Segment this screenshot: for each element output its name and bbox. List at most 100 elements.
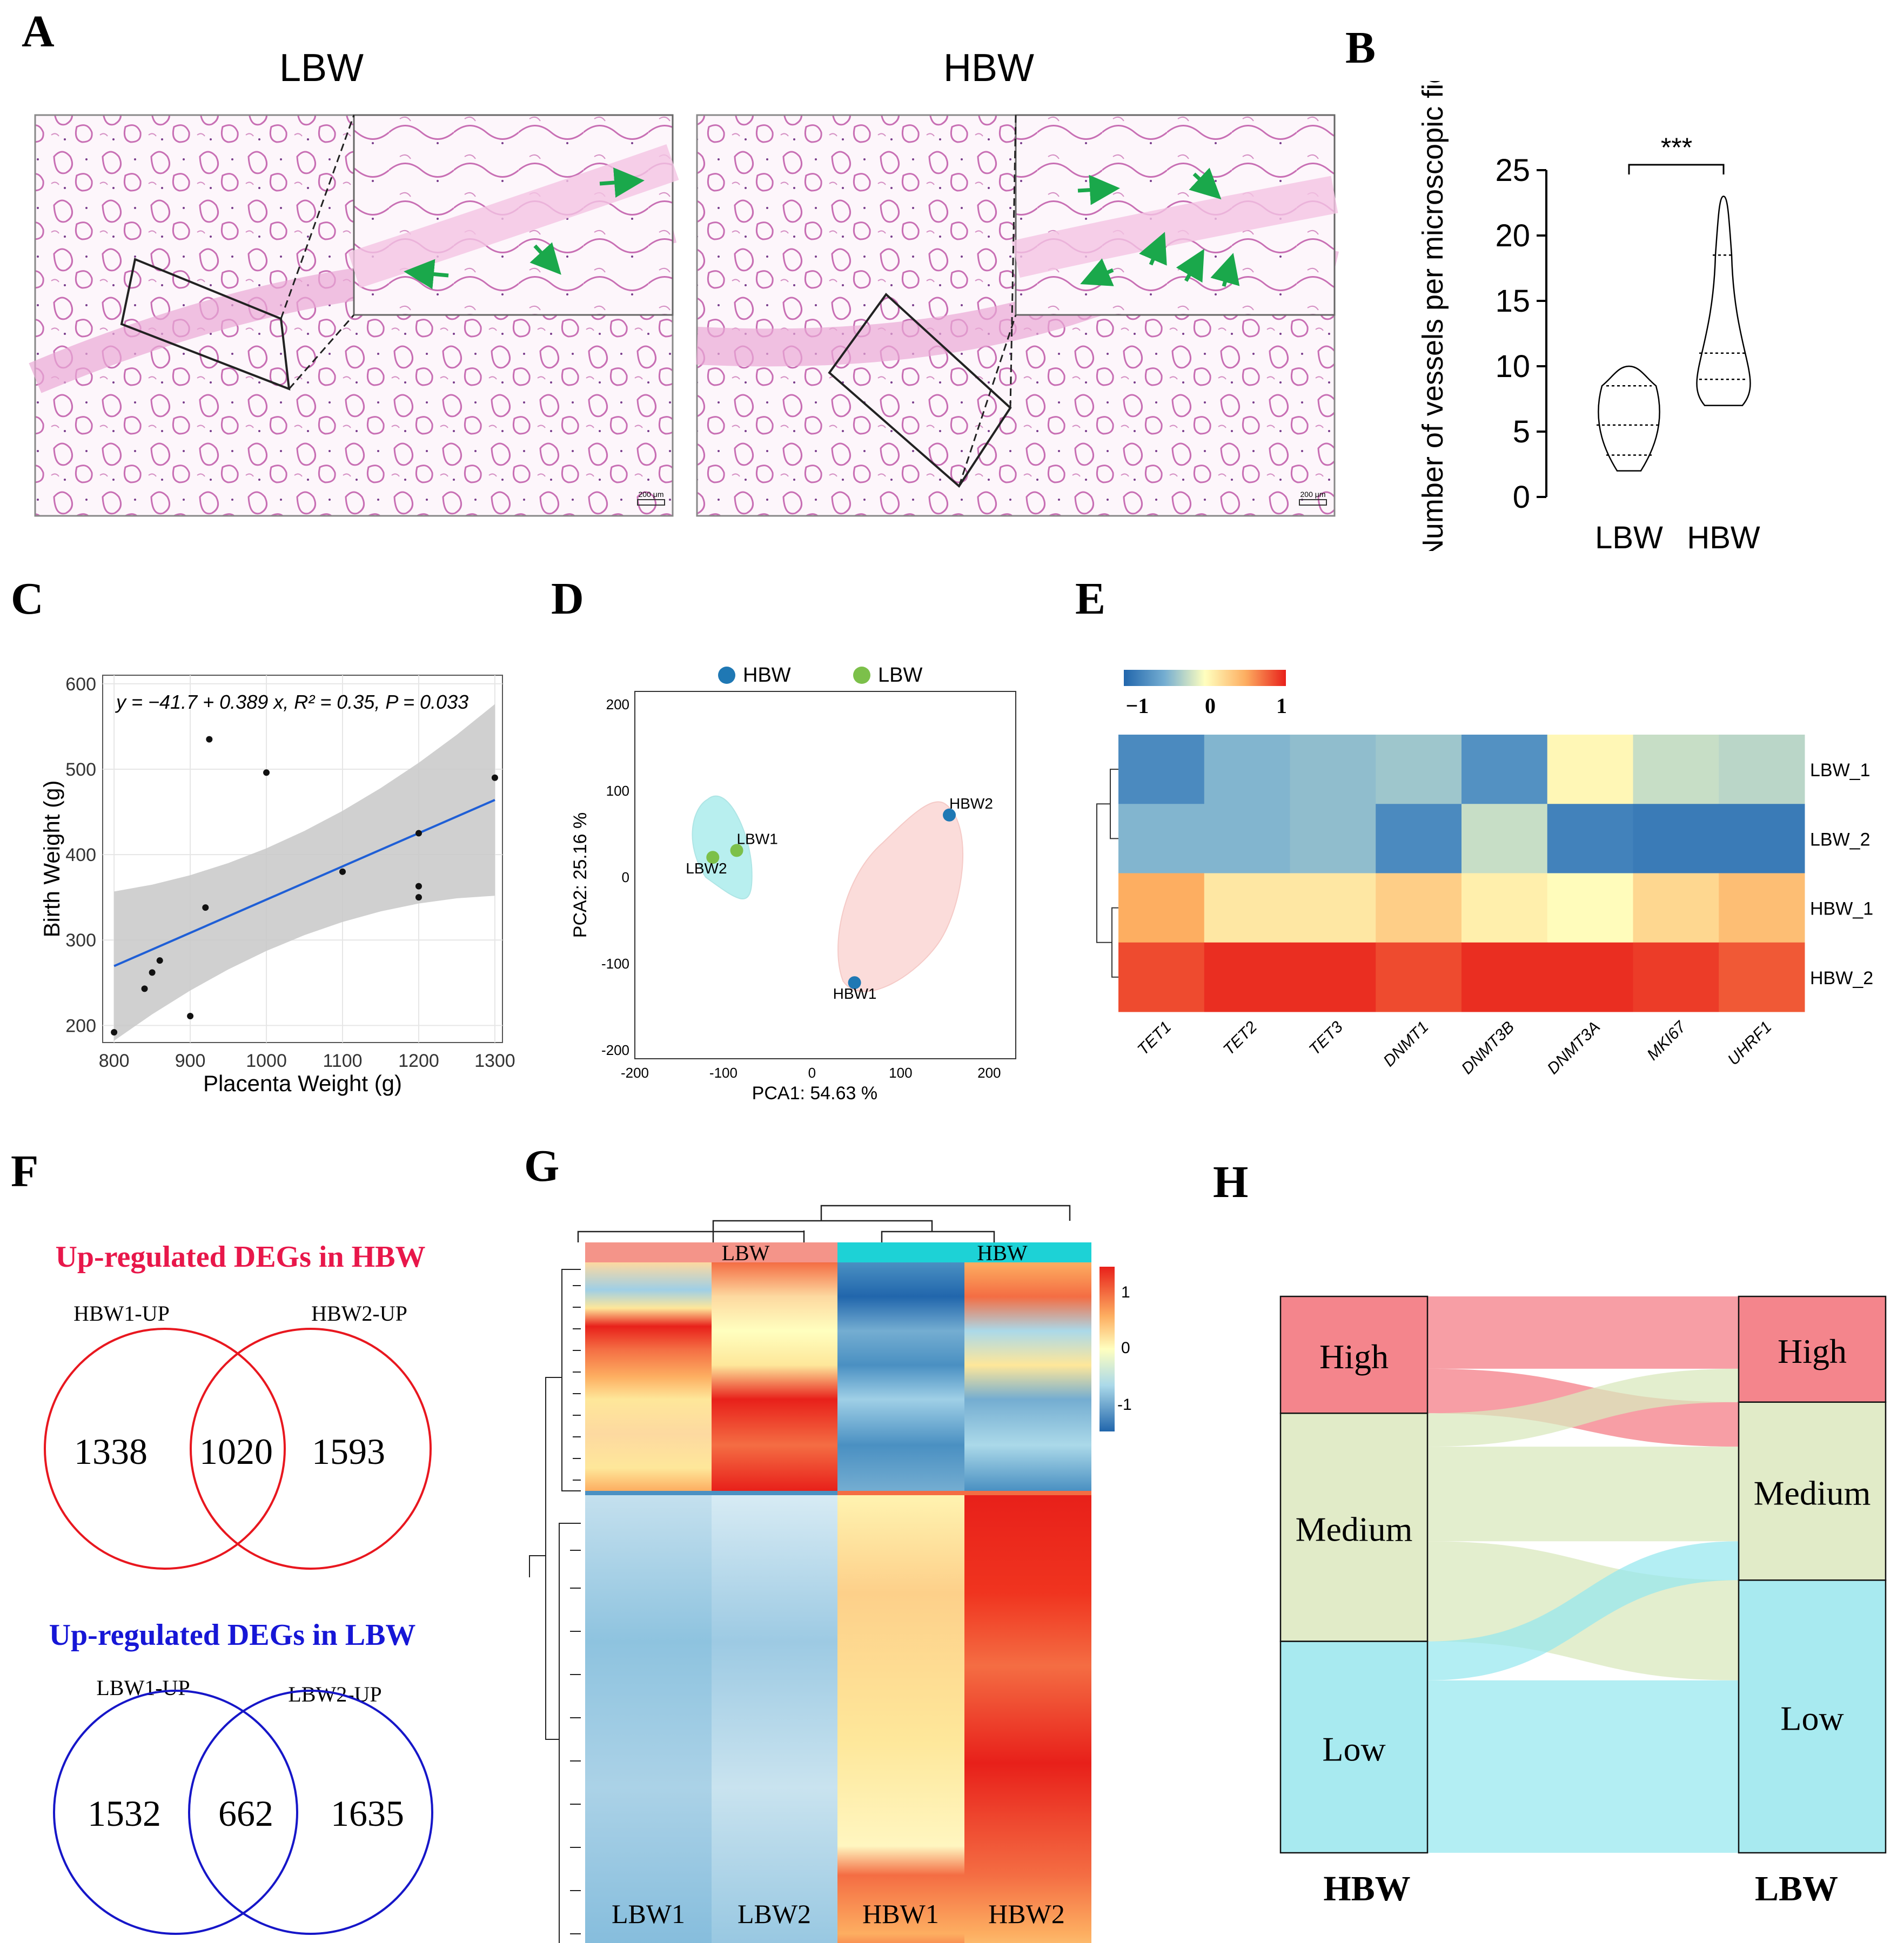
c-fit-line bbox=[113, 799, 495, 967]
g-lbw-group-bar bbox=[585, 1242, 837, 1262]
g-col-lbw1: LBW1 bbox=[612, 1899, 685, 1929]
e-cell bbox=[1633, 804, 1719, 873]
e-cell bbox=[1290, 873, 1376, 943]
c-x-tick-label: 800 bbox=[99, 1051, 130, 1071]
d-lbw-hull bbox=[692, 795, 753, 899]
d-legend-label: LBW bbox=[878, 664, 922, 687]
b-y-tick-label: 10 bbox=[1495, 349, 1530, 384]
f-hbw-title: Up-regulated DEGs in HBW bbox=[55, 1240, 425, 1274]
h-flow-medium-to-high bbox=[1427, 1368, 1739, 1447]
c-point bbox=[415, 883, 422, 890]
b-x-tick-label: LBW bbox=[1595, 520, 1663, 551]
e-cell bbox=[1118, 735, 1205, 804]
c-point bbox=[111, 1029, 118, 1036]
g-color-legend bbox=[1100, 1267, 1115, 1431]
e-cell bbox=[1461, 942, 1548, 1012]
h-left-node-medium bbox=[1279, 1413, 1429, 1642]
e-cell bbox=[1204, 873, 1290, 943]
c-point bbox=[141, 985, 148, 992]
d-y-tick-label: -200 bbox=[601, 1042, 629, 1058]
e-row-dendrogram bbox=[1096, 769, 1118, 978]
h-left-node-label: Low bbox=[1322, 1730, 1385, 1768]
panel-letter-b: B bbox=[1345, 23, 1376, 73]
e-row-label: LBW_1 bbox=[1810, 760, 1871, 781]
c-x-tick-label: 1000 bbox=[246, 1051, 287, 1071]
g-heatmap-body bbox=[585, 1262, 1091, 1943]
e-cell bbox=[1376, 873, 1462, 943]
h-right-node-medium bbox=[1738, 1401, 1887, 1581]
f-hbw-overlap: 1020 bbox=[199, 1431, 273, 1472]
h-flow-medium-to-medium bbox=[1427, 1447, 1739, 1542]
panel-d-pca-chart: LBW1 LBW2 HBW1 HBW2 HBW LBW -200 -100 0 100 200 -20… bbox=[570, 664, 1016, 1104]
d-y-tick-label: 0 bbox=[622, 869, 629, 885]
e-row-label: LBW_2 bbox=[1810, 829, 1871, 850]
e-cell bbox=[1719, 873, 1805, 943]
d-x-tick-label: 200 bbox=[977, 1065, 1001, 1081]
f-lbw1-label: LBW1-UP bbox=[96, 1676, 190, 1700]
e-cell bbox=[1118, 873, 1205, 943]
d-x-tick-label: 0 bbox=[808, 1065, 816, 1081]
e-cell bbox=[1290, 942, 1376, 1012]
e-col-label: DNMT3B bbox=[1458, 1018, 1518, 1078]
f-lbw-overlap: 662 bbox=[218, 1793, 273, 1834]
e-cell bbox=[1461, 735, 1548, 804]
e-cell bbox=[1547, 735, 1633, 804]
e-cell bbox=[1461, 804, 1548, 873]
d-point-lbw2 bbox=[706, 851, 720, 864]
c-x-tick-label: 1100 bbox=[323, 1051, 362, 1071]
e-cell bbox=[1204, 942, 1290, 1012]
e-row-label: HBW_1 bbox=[1810, 899, 1873, 919]
c-equation: y = −41.7 + 0.389 x, R² = 0.35, P = 0.03… bbox=[115, 691, 468, 713]
h-nodes: High Medium Low High Medium Low bbox=[1279, 1295, 1887, 1854]
b-violin-hbw bbox=[1696, 196, 1751, 406]
e-cell bbox=[1633, 942, 1719, 1012]
c-point bbox=[149, 969, 156, 976]
c-point bbox=[187, 1012, 194, 1019]
f-hbw1-circle bbox=[44, 1328, 286, 1570]
g-col-hbw2: HBW2 bbox=[988, 1899, 1065, 1929]
d-point-label: LBW1 bbox=[737, 830, 778, 847]
e-dendro-branch bbox=[1111, 907, 1118, 978]
hbw-micrograph: 200 μm bbox=[696, 114, 1339, 517]
panel-letter-h: H bbox=[1213, 1157, 1249, 1207]
panel-f-venn: Up-regulated DEGs in HBW HBW1-UP HBW2-UP… bbox=[44, 1240, 433, 1935]
b-axes: 0 5 10 15 20 25 LBW HBW bbox=[1495, 153, 1760, 551]
f-lbw2-circle bbox=[188, 1690, 433, 1935]
b-significance: *** bbox=[1661, 132, 1692, 163]
e-col-label: TET1 bbox=[1134, 1018, 1175, 1059]
h-left-node-high bbox=[1279, 1295, 1429, 1414]
e-cell bbox=[1719, 942, 1805, 1012]
e-cell bbox=[1633, 873, 1719, 943]
c-y-axis-label: Birth Weight (g) bbox=[43, 781, 64, 938]
g-lbw-group-label: LBW bbox=[722, 1241, 770, 1265]
panel-letter-c: C bbox=[11, 574, 44, 624]
e-cell bbox=[1633, 735, 1719, 804]
e-cell bbox=[1719, 804, 1805, 873]
panel-a-lbw-title: LBW bbox=[279, 46, 364, 90]
c-point bbox=[491, 774, 498, 781]
panel-a-hbw-title: HBW bbox=[943, 46, 1034, 90]
c-point bbox=[206, 736, 213, 743]
e-legend-tick: 1 bbox=[1276, 694, 1287, 718]
e-legend-tick: 0 bbox=[1205, 694, 1216, 718]
b-x-tick-label: HBW bbox=[1687, 520, 1760, 551]
c-x-tick-label: 1300 bbox=[474, 1051, 515, 1071]
d-point-hbw1 bbox=[848, 976, 861, 990]
g-legend-tick-neg1: -1 bbox=[1117, 1396, 1132, 1414]
e-cell bbox=[1376, 804, 1462, 873]
e-row-label: HBW_2 bbox=[1810, 968, 1873, 989]
e-cell bbox=[1290, 735, 1376, 804]
g-col-lbw2: LBW2 bbox=[738, 1899, 811, 1929]
h-right-node-low bbox=[1738, 1579, 1887, 1854]
e-cell bbox=[1376, 942, 1462, 1012]
c-y-tick-label: 600 bbox=[65, 674, 96, 695]
panel-letter-g: G bbox=[524, 1141, 560, 1191]
panel-c-scatter-chart: y = −41.7 + 0.389 x, R² = 0.35, P = 0.03… bbox=[43, 674, 515, 1096]
e-color-legend bbox=[1124, 670, 1286, 686]
c-x-axis-label: Placenta Weight (g) bbox=[203, 1071, 402, 1096]
h-right-node-high bbox=[1738, 1295, 1887, 1403]
f-lbw1-only: 1532 bbox=[88, 1793, 161, 1834]
e-dendro-branch bbox=[1096, 803, 1112, 943]
e-cell bbox=[1204, 804, 1290, 873]
d-x-axis-label: PCA1: 54.63 % bbox=[752, 1083, 877, 1104]
